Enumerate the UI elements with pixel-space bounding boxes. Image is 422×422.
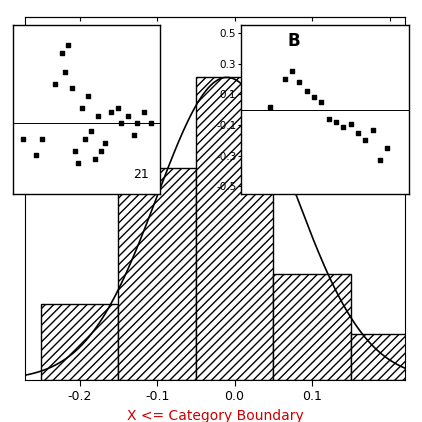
Point bbox=[311, 94, 317, 101]
Bar bbox=[41, 304, 118, 380]
Point bbox=[384, 145, 391, 151]
Point bbox=[75, 160, 82, 166]
Point bbox=[81, 136, 88, 143]
Point bbox=[19, 136, 26, 143]
Point bbox=[303, 88, 310, 95]
Point bbox=[59, 49, 65, 56]
Point bbox=[68, 85, 75, 92]
X-axis label: X <= Category Boundary: X <= Category Boundary bbox=[127, 409, 303, 422]
Point bbox=[52, 81, 59, 88]
Point bbox=[141, 108, 147, 115]
Point bbox=[296, 79, 303, 86]
Point bbox=[267, 103, 273, 110]
Point bbox=[78, 104, 85, 111]
Point bbox=[318, 99, 325, 106]
Point bbox=[85, 92, 92, 99]
Point bbox=[333, 119, 339, 125]
Point bbox=[62, 69, 68, 76]
Point bbox=[289, 68, 295, 75]
Point bbox=[108, 108, 114, 115]
Point bbox=[114, 104, 121, 111]
Point bbox=[376, 157, 383, 164]
Point bbox=[65, 42, 72, 49]
Point bbox=[91, 155, 98, 162]
Bar bbox=[273, 274, 351, 380]
Point bbox=[39, 136, 46, 143]
Bar bbox=[351, 334, 422, 380]
Point bbox=[354, 130, 361, 136]
Point bbox=[134, 120, 141, 127]
Point bbox=[340, 123, 346, 130]
Point bbox=[369, 126, 376, 133]
Point bbox=[131, 132, 138, 138]
Point bbox=[362, 137, 369, 144]
Point bbox=[98, 148, 105, 154]
Point bbox=[72, 148, 78, 154]
Text: 21: 21 bbox=[133, 168, 149, 181]
Text: B: B bbox=[288, 32, 300, 50]
Point bbox=[95, 112, 101, 119]
Bar bbox=[196, 77, 273, 380]
Bar bbox=[118, 168, 196, 380]
Point bbox=[347, 120, 354, 127]
Point bbox=[118, 120, 124, 127]
Point bbox=[325, 116, 332, 122]
Point bbox=[124, 112, 131, 119]
Point bbox=[88, 128, 95, 135]
Point bbox=[281, 76, 288, 82]
Point bbox=[32, 151, 39, 158]
Point bbox=[147, 120, 154, 127]
Point bbox=[101, 140, 108, 146]
